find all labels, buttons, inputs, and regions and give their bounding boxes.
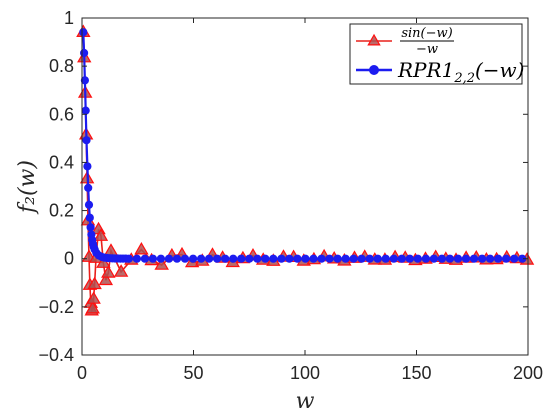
data-point-circle bbox=[172, 254, 182, 263]
data-point-circle bbox=[429, 254, 438, 263]
y-tick-label: −0.4 bbox=[38, 345, 74, 365]
legend-label-rpr-base: RPR1 bbox=[397, 58, 454, 82]
data-point-circle bbox=[80, 76, 90, 85]
legend-label-sinc-numerator: sin(−w) bbox=[401, 26, 452, 41]
y-tick-label: 0.8 bbox=[49, 56, 74, 76]
legend: sin(−w) −w RPR12,2(−w) bbox=[349, 23, 524, 86]
y-tick-label: −0.2 bbox=[38, 297, 74, 317]
data-point-circle bbox=[453, 254, 463, 263]
data-point-circle bbox=[81, 106, 90, 115]
data-point-circle bbox=[85, 213, 94, 222]
legend-marker-circle bbox=[369, 65, 379, 75]
data-point-circle bbox=[293, 254, 302, 263]
data-point-circle bbox=[333, 254, 342, 263]
data-point-circle bbox=[213, 254, 222, 263]
y-tick-label: 0.4 bbox=[49, 152, 74, 172]
data-point-circle bbox=[221, 254, 230, 263]
data-point-circle bbox=[79, 28, 88, 37]
data-point-circle bbox=[397, 254, 406, 263]
data-point-circle bbox=[140, 254, 149, 263]
data-point-circle bbox=[277, 254, 286, 263]
y-tick-label: 0.6 bbox=[49, 104, 74, 124]
data-point-circle bbox=[285, 254, 294, 263]
data-point-circle bbox=[245, 254, 254, 263]
data-point-circle bbox=[341, 254, 350, 263]
data-point-circle bbox=[349, 254, 358, 263]
data-point-circle bbox=[413, 254, 422, 263]
x-tick-label: 50 bbox=[183, 363, 203, 383]
data-point-circle bbox=[261, 254, 270, 263]
data-point-triangle bbox=[86, 291, 101, 304]
data-point-circle bbox=[83, 162, 92, 171]
data-point-circle bbox=[510, 254, 519, 263]
data-point-triangle bbox=[93, 228, 109, 241]
data-point-circle bbox=[478, 254, 487, 263]
data-point-circle bbox=[357, 254, 366, 263]
data-point-circle bbox=[494, 254, 503, 263]
data-point-circle bbox=[237, 254, 246, 263]
x-axis-label: w bbox=[296, 389, 315, 414]
legend-label-rpr: RPR12,2(−w) bbox=[397, 58, 524, 86]
y-axis-label: f₂(w) bbox=[15, 160, 40, 215]
series-rpr bbox=[79, 28, 527, 263]
data-point-circle bbox=[253, 254, 262, 263]
data-point-circle bbox=[502, 254, 511, 263]
y-tick-label: 0 bbox=[64, 249, 74, 269]
data-point-circle bbox=[180, 254, 190, 263]
data-point-triangle bbox=[113, 264, 129, 277]
data-point-circle bbox=[389, 254, 398, 263]
data-point-circle bbox=[229, 254, 238, 263]
data-point-circle bbox=[189, 254, 198, 263]
data-point-circle bbox=[325, 254, 334, 263]
legend-label-sinc-denominator: −w bbox=[416, 42, 438, 57]
series-layer bbox=[76, 24, 535, 316]
data-point-circle bbox=[486, 254, 495, 263]
x-tick-label: 150 bbox=[401, 363, 431, 383]
data-point-circle bbox=[132, 254, 141, 263]
data-point-triangle bbox=[134, 241, 149, 255]
legend-marker-triangle bbox=[367, 33, 381, 46]
data-point-circle bbox=[421, 254, 430, 263]
y-tick-label: 1 bbox=[64, 8, 74, 28]
data-point-circle bbox=[437, 254, 446, 263]
data-point-circle bbox=[86, 223, 95, 232]
data-point-circle bbox=[301, 254, 310, 263]
data-point-circle bbox=[269, 254, 278, 263]
x-tick-label: 100 bbox=[290, 363, 320, 383]
data-point-circle bbox=[309, 254, 318, 263]
data-point-circle bbox=[164, 254, 174, 263]
data-point-triangle bbox=[101, 265, 116, 278]
data-point-triangle bbox=[87, 276, 102, 290]
data-point-circle bbox=[365, 254, 374, 263]
data-point-circle bbox=[373, 254, 382, 263]
x-tick-label: 200 bbox=[513, 363, 543, 383]
ticks-layer: 0 50 100 150 200 −0.4 −0.2 0 0.2 0.4 0.6 0.8 1 bbox=[38, 8, 543, 383]
legend-box bbox=[349, 23, 523, 85]
data-point-circle bbox=[381, 254, 390, 263]
data-point-circle bbox=[82, 136, 91, 145]
data-point-triangle bbox=[85, 301, 100, 314]
data-point-circle bbox=[405, 254, 414, 263]
x-tick-label: 0 bbox=[77, 363, 87, 383]
data-point-triangle bbox=[98, 272, 114, 286]
legend-label-rpr-sub: 2,2 bbox=[453, 71, 475, 86]
legend-label-rpr-suffix: (−w) bbox=[475, 58, 524, 82]
data-point-circle bbox=[148, 254, 157, 263]
data-point-circle bbox=[197, 254, 206, 263]
data-point-circle bbox=[205, 254, 214, 263]
data-point-circle bbox=[156, 254, 165, 263]
data-point-circle bbox=[469, 254, 479, 263]
data-point-circle bbox=[445, 254, 454, 263]
data-point-triangle bbox=[154, 257, 169, 270]
data-point-circle bbox=[124, 254, 133, 263]
y-tick-label: 0.2 bbox=[49, 201, 74, 221]
data-point-circle bbox=[84, 200, 94, 209]
data-point-circle bbox=[317, 254, 326, 263]
data-point-circle bbox=[84, 183, 93, 192]
data-point-circle bbox=[461, 254, 471, 263]
